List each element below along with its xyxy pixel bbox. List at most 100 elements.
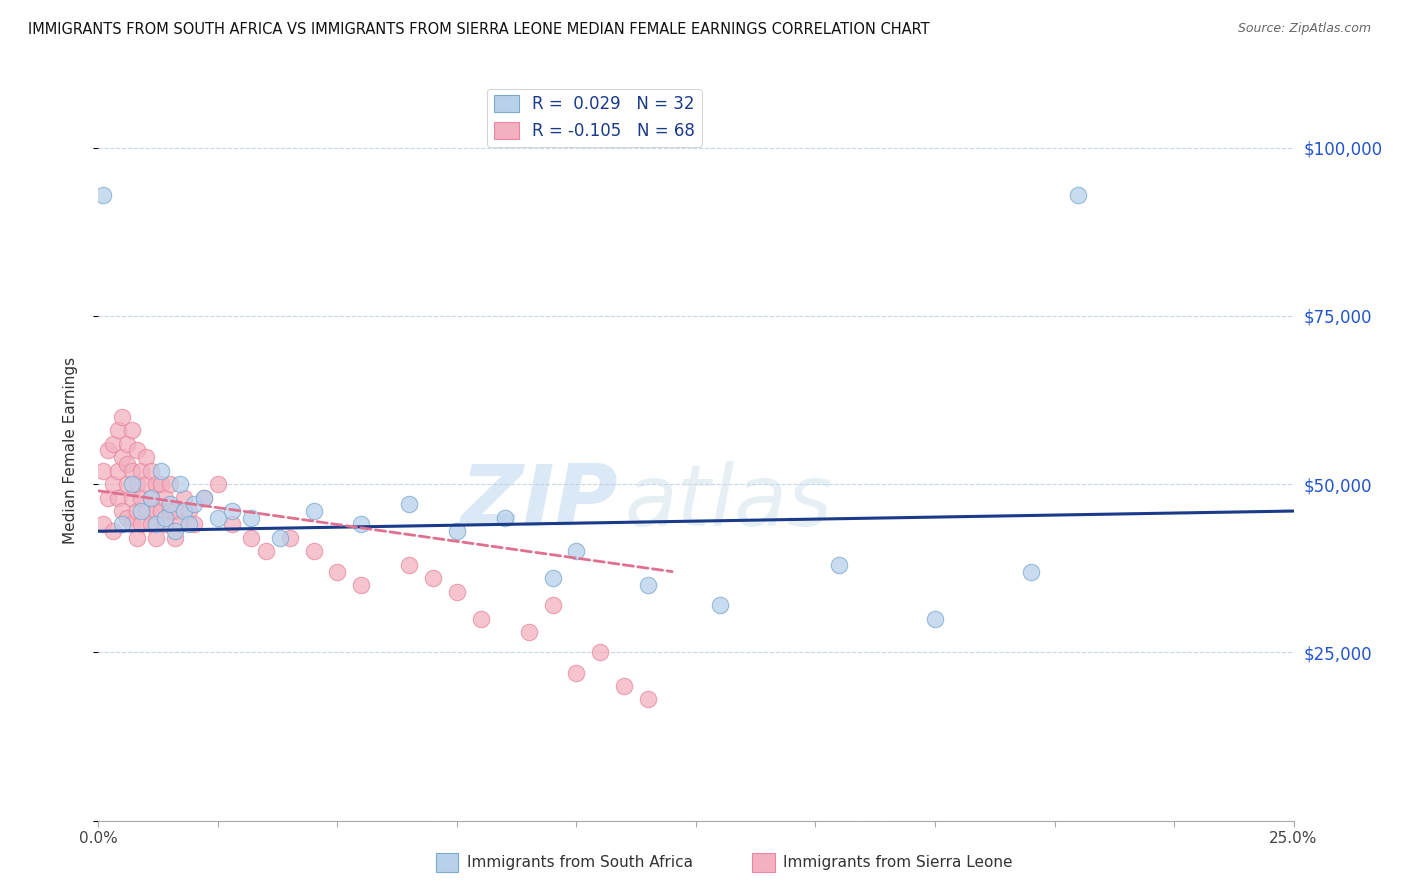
Point bbox=[139, 491, 162, 505]
Point bbox=[149, 504, 172, 518]
Point bbox=[115, 436, 138, 450]
Point bbox=[91, 517, 114, 532]
Point bbox=[179, 517, 201, 532]
Point bbox=[326, 565, 349, 579]
Point bbox=[91, 187, 114, 202]
Text: atlas: atlas bbox=[624, 461, 832, 544]
Point bbox=[163, 531, 186, 545]
Point bbox=[159, 477, 181, 491]
Point bbox=[97, 491, 120, 505]
Point bbox=[446, 524, 468, 539]
Point bbox=[139, 491, 162, 505]
Point bbox=[207, 510, 229, 524]
Point bbox=[163, 504, 186, 518]
Point bbox=[145, 477, 167, 491]
Point bbox=[97, 443, 120, 458]
Point bbox=[111, 517, 134, 532]
Point bbox=[121, 491, 143, 505]
Point bbox=[613, 679, 636, 693]
Point bbox=[924, 612, 946, 626]
Text: ZIP: ZIP bbox=[461, 461, 619, 544]
Point bbox=[709, 599, 731, 613]
Text: Source: ZipAtlas.com: Source: ZipAtlas.com bbox=[1237, 22, 1371, 36]
Point bbox=[1067, 187, 1090, 202]
Bar bbox=[436, 853, 458, 872]
Point bbox=[828, 558, 851, 572]
Point bbox=[1019, 565, 1042, 579]
Point bbox=[131, 491, 153, 505]
Point bbox=[149, 464, 172, 478]
Point bbox=[173, 491, 195, 505]
Point bbox=[494, 510, 516, 524]
Point bbox=[637, 578, 659, 592]
Point bbox=[350, 517, 373, 532]
Point bbox=[139, 464, 162, 478]
Point bbox=[422, 571, 444, 585]
Point bbox=[302, 504, 325, 518]
Point bbox=[169, 477, 191, 491]
Point bbox=[565, 665, 588, 680]
Point bbox=[240, 510, 263, 524]
Point bbox=[398, 497, 420, 511]
Point bbox=[111, 409, 134, 424]
Point bbox=[131, 504, 153, 518]
Point bbox=[115, 510, 138, 524]
Point bbox=[517, 625, 540, 640]
Point bbox=[111, 504, 134, 518]
Point bbox=[131, 517, 153, 532]
Point bbox=[254, 544, 277, 558]
Point bbox=[115, 477, 138, 491]
Point bbox=[91, 464, 114, 478]
Point bbox=[125, 531, 148, 545]
Point bbox=[240, 531, 263, 545]
Bar bbox=[752, 853, 775, 872]
Point bbox=[139, 517, 162, 532]
Point bbox=[221, 517, 243, 532]
Point bbox=[121, 423, 143, 437]
Point bbox=[541, 571, 564, 585]
Point bbox=[135, 477, 157, 491]
Point bbox=[111, 450, 134, 465]
Point bbox=[183, 497, 205, 511]
Legend: R =  0.029   N = 32, R = -0.105   N = 68: R = 0.029 N = 32, R = -0.105 N = 68 bbox=[486, 88, 702, 146]
Point bbox=[125, 443, 148, 458]
Point bbox=[107, 464, 129, 478]
Point bbox=[131, 464, 153, 478]
Point bbox=[125, 504, 148, 518]
Point bbox=[121, 517, 143, 532]
Point bbox=[565, 544, 588, 558]
Point bbox=[107, 423, 129, 437]
Point bbox=[278, 531, 301, 545]
Point bbox=[101, 524, 124, 539]
Point bbox=[145, 517, 167, 532]
Point bbox=[207, 477, 229, 491]
Point bbox=[159, 497, 181, 511]
Point bbox=[159, 504, 181, 518]
Point bbox=[121, 464, 143, 478]
Point bbox=[155, 491, 177, 505]
Point bbox=[135, 450, 157, 465]
Point bbox=[637, 692, 659, 706]
Point bbox=[149, 477, 172, 491]
Point bbox=[101, 436, 124, 450]
Point bbox=[107, 491, 129, 505]
Point bbox=[350, 578, 373, 592]
Point bbox=[470, 612, 492, 626]
Point bbox=[121, 477, 143, 491]
Point bbox=[163, 524, 186, 539]
Y-axis label: Median Female Earnings: Median Female Earnings bbox=[63, 357, 77, 544]
Point bbox=[269, 531, 291, 545]
Point bbox=[446, 584, 468, 599]
Point bbox=[398, 558, 420, 572]
Point bbox=[135, 504, 157, 518]
Text: Immigrants from South Africa: Immigrants from South Africa bbox=[467, 855, 693, 870]
Point bbox=[101, 477, 124, 491]
Point bbox=[193, 491, 215, 505]
Point bbox=[589, 645, 612, 659]
Text: Immigrants from Sierra Leone: Immigrants from Sierra Leone bbox=[783, 855, 1012, 870]
Point bbox=[155, 510, 177, 524]
Point bbox=[173, 504, 195, 518]
Point bbox=[179, 504, 201, 518]
Point bbox=[145, 504, 167, 518]
Point bbox=[125, 477, 148, 491]
